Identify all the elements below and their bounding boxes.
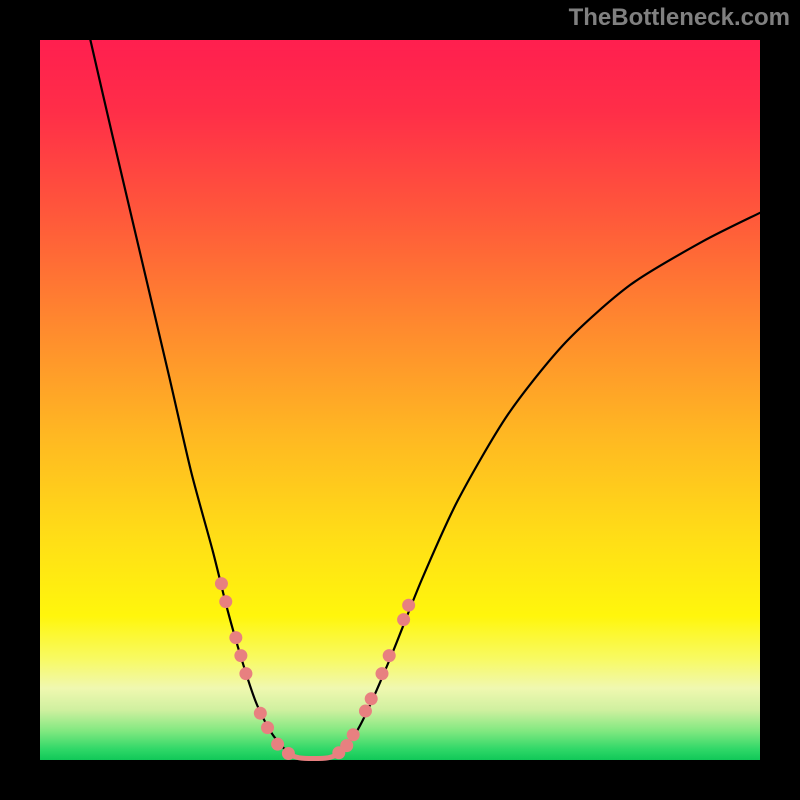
marker-left [261, 721, 274, 734]
watermark-text: TheBottleneck.com [569, 4, 790, 32]
marker-left [254, 707, 267, 720]
marker-right [383, 649, 396, 662]
marker-left [271, 738, 284, 751]
marker-right [359, 705, 372, 718]
bottleneck-chart [0, 0, 800, 800]
marker-right [347, 728, 360, 741]
marker-left [239, 667, 252, 680]
marker-right [397, 613, 410, 626]
marker-right [376, 667, 389, 680]
marker-left [234, 649, 247, 662]
marker-right [402, 599, 415, 612]
marker-left [229, 631, 242, 644]
marker-left [215, 577, 228, 590]
marker-right [365, 692, 378, 705]
marker-left [219, 595, 232, 608]
plot-gradient-background [40, 40, 760, 760]
marker-left [282, 747, 295, 760]
chart-container: TheBottleneck.com [0, 0, 800, 800]
marker-right [340, 739, 353, 752]
